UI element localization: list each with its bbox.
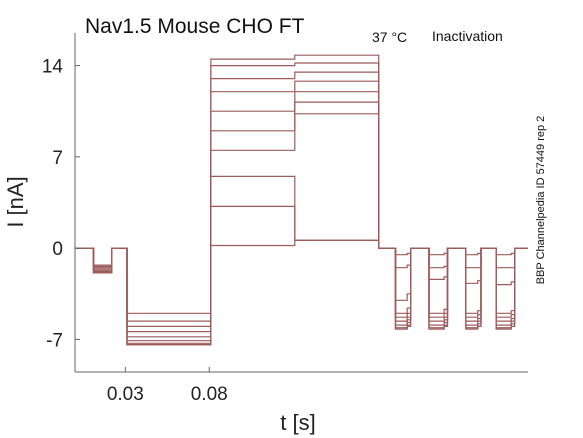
chart-title-protocol: Inactivation	[432, 28, 503, 44]
trace-10	[75, 239, 528, 346]
source-label: BBP Channelpedia ID 57449 rep 2	[535, 116, 547, 285]
current-traces	[75, 54, 528, 346]
chart-title: Nav1.5 Mouse CHO FT	[85, 15, 305, 38]
y-tick-label: 7	[52, 148, 63, 169]
x-tick-label: 0.03	[107, 384, 144, 405]
plot-area	[75, 54, 528, 346]
y-tick-label: 0	[52, 239, 63, 260]
x-tick-label: 0.08	[191, 384, 228, 405]
y-tick-label: 14	[42, 57, 64, 78]
y-tick-label: -7	[46, 330, 63, 351]
x-axis-label: t [s]	[280, 410, 315, 435]
y-ticks: 14 7 0 -7	[42, 57, 80, 351]
x-ticks: 0.03 0.08	[107, 367, 228, 405]
chart-title-temperature: 37 °C	[372, 29, 407, 45]
y-axis-label: I [nA]	[3, 176, 28, 227]
